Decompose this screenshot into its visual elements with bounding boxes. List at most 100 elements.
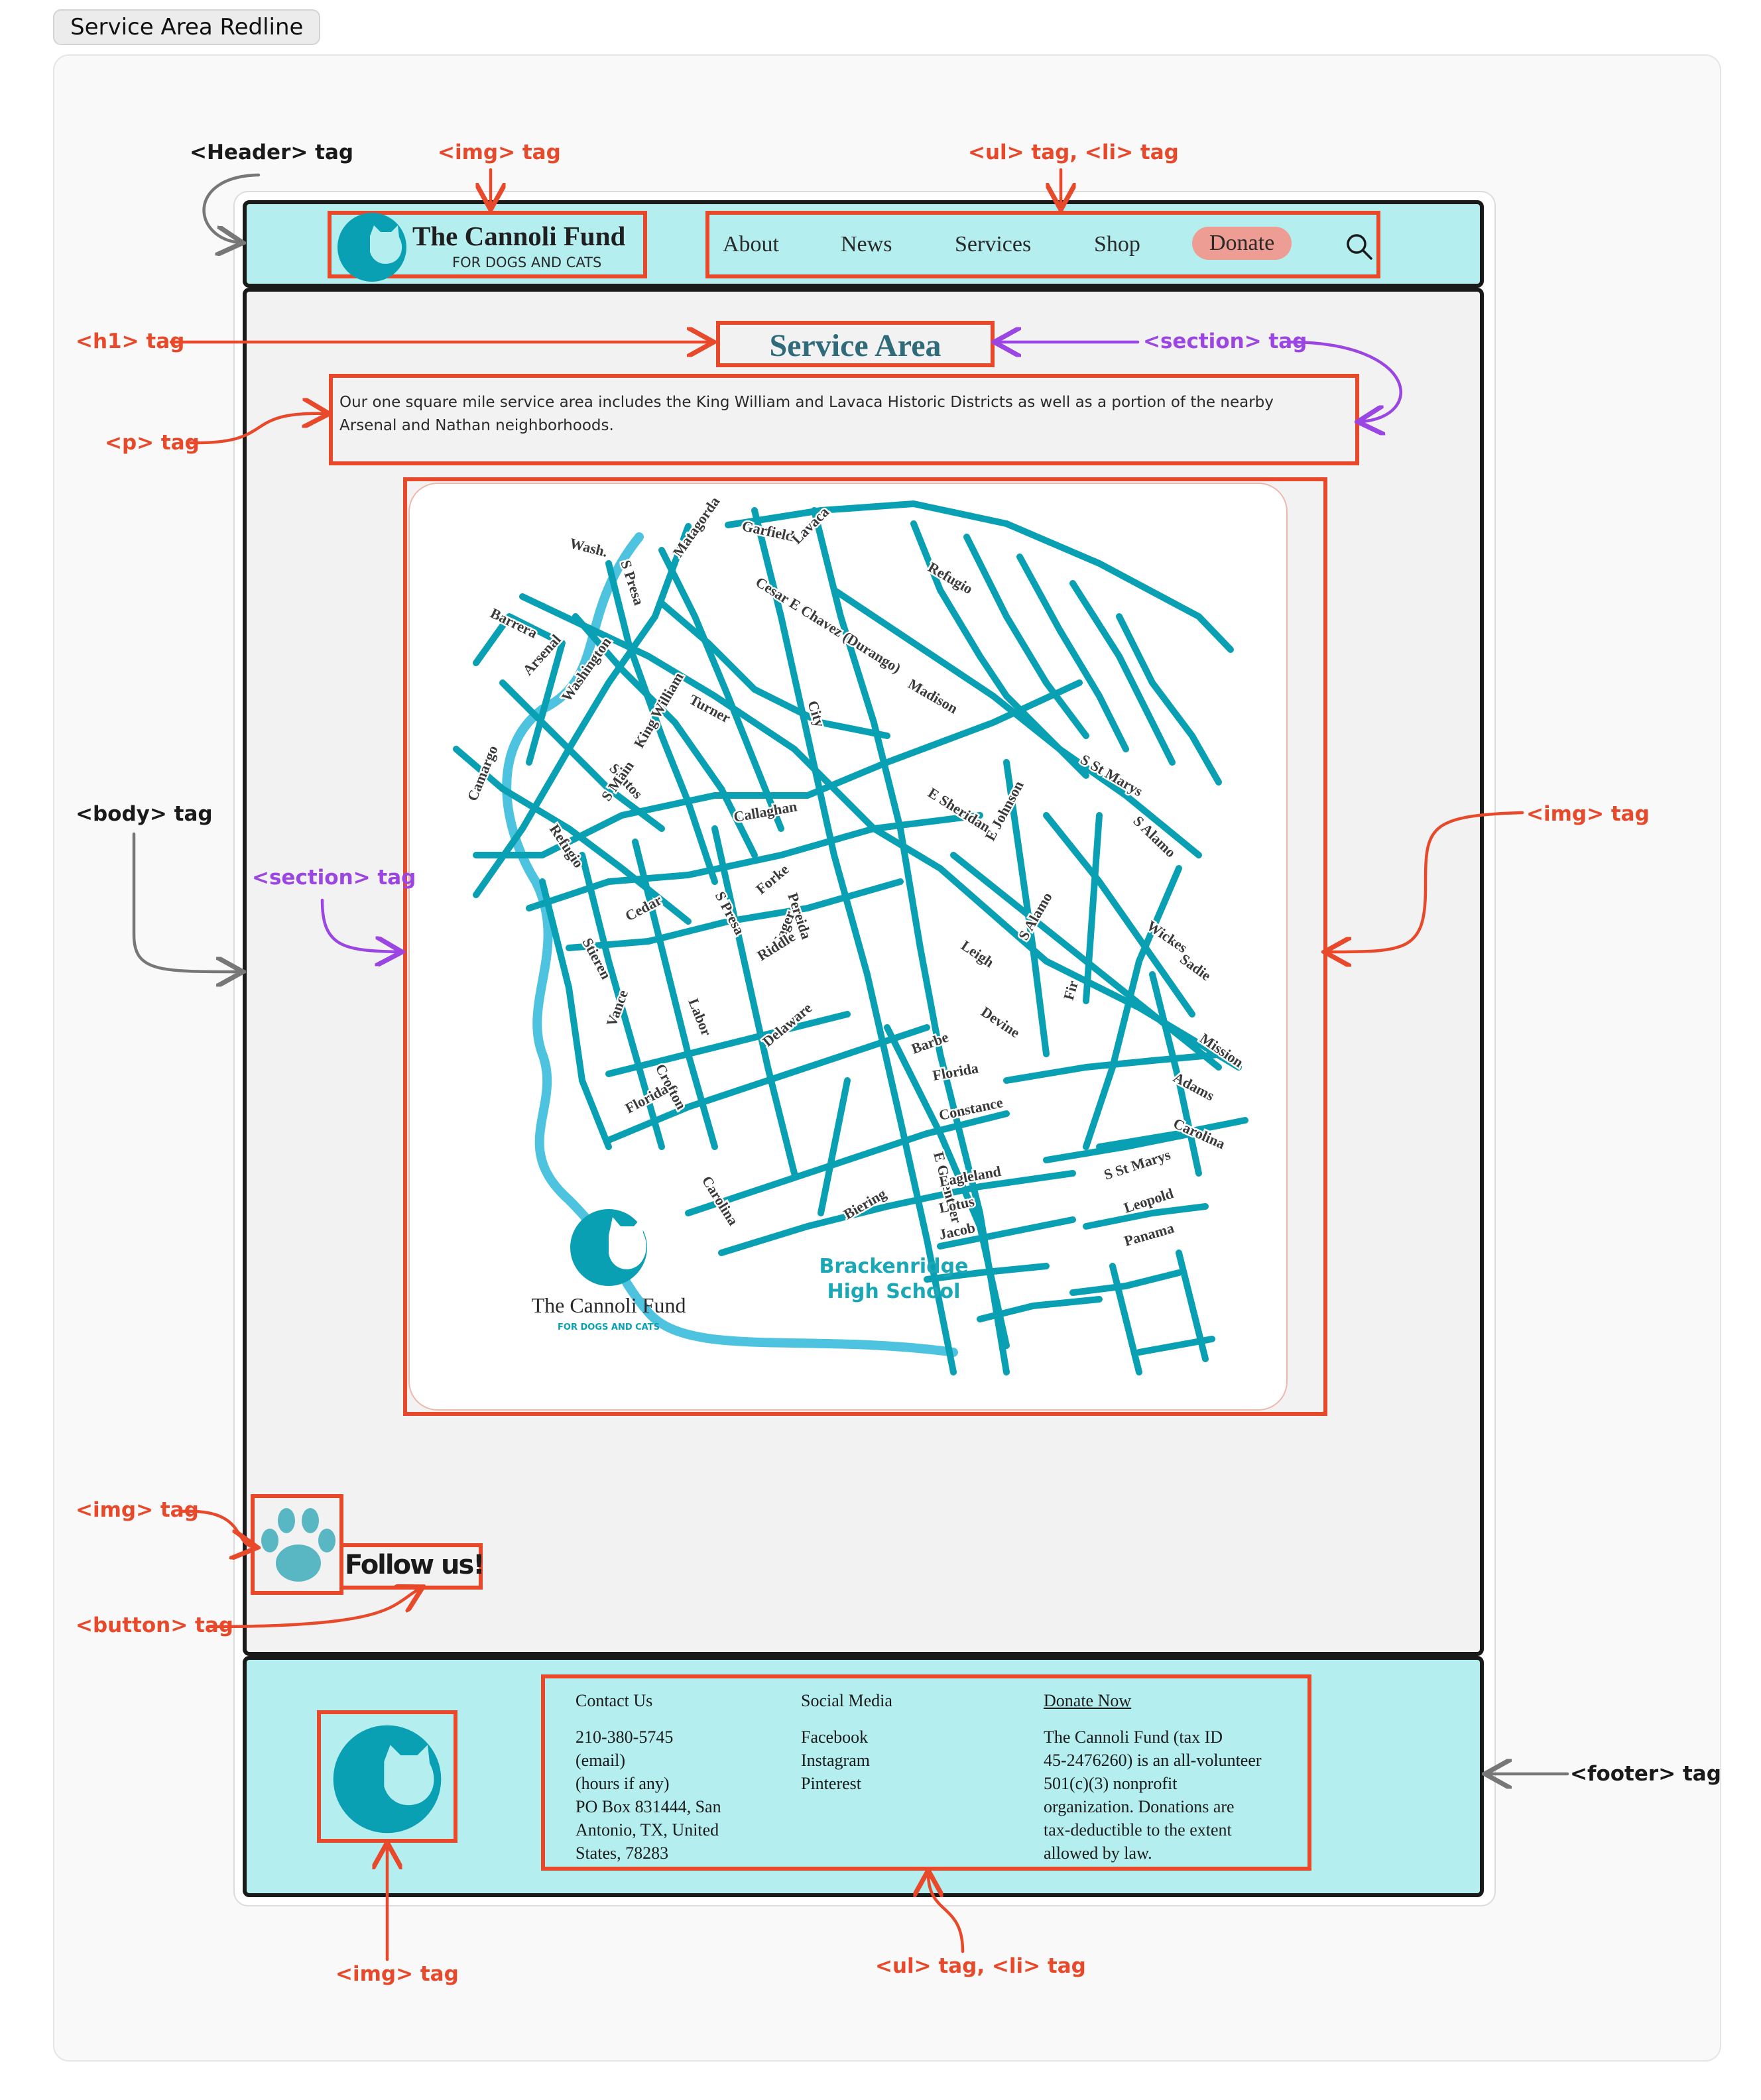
footer-donate-line: 45-2476260) is an all-volunteer [1044, 1751, 1262, 1770]
street-label: Madison [906, 675, 961, 717]
street-line [1136, 1336, 1215, 1356]
street-line [1083, 1203, 1209, 1230]
street-line [1116, 613, 1222, 786]
street-label: Panama [1122, 1220, 1176, 1250]
footer-contact-line: Antonio, TX, United [576, 1820, 719, 1839]
footer-donate-line: The Cannoli Fund (tax ID [1044, 1727, 1223, 1747]
street-line [605, 1011, 851, 1077]
nav-services[interactable]: Services [955, 232, 1032, 257]
map-image-box: Wash. S Presa Matagorda Cesar E Chavez (Dur… [403, 477, 1327, 1416]
street-line [605, 1024, 930, 1143]
footer-contact-line[interactable]: (email) [576, 1751, 626, 1770]
annotation-body-tag: <body> tag [76, 802, 213, 826]
footer-contact-column: Contact Us 210-380-5745 (email) (hours i… [576, 1689, 761, 1865]
street-line [1069, 1269, 1182, 1296]
street-label: Florida [932, 1059, 980, 1084]
street-line [718, 1170, 1076, 1256]
footer-contact-line: States, 78283 [576, 1843, 669, 1863]
follow-button[interactable]: Follow us! [339, 1543, 485, 1590]
footer-social-pinterest[interactable]: Pinterest [801, 1774, 861, 1793]
street-line [937, 1216, 1076, 1250]
street-label: Sadie [1177, 951, 1214, 984]
footer-contact-line: (hours if any) [576, 1774, 670, 1793]
street-line [539, 878, 612, 1150]
service-area-map: Wash. S Presa Matagorda Cesar E Chavez (Dur… [408, 483, 1288, 1411]
header-logo-tagline: FOR DOGS AND CATS [452, 255, 602, 270]
street-line [831, 587, 1202, 858]
street-label: Matagorda [670, 493, 723, 559]
footer-donate-column: Donate Now The Cannoli Fund (tax ID 45-2… [1044, 1689, 1309, 1865]
street-line [977, 1296, 1103, 1322]
annotation-h1-tag: <h1> tag [76, 329, 185, 353]
annotation-header-tag: <Header> tag [190, 141, 354, 164]
street-line [572, 613, 758, 858]
donate-button[interactable]: Donate [1192, 227, 1292, 260]
street-label: E Sheridan [925, 784, 993, 835]
street-label: Labor [685, 996, 715, 1039]
street-line [473, 613, 566, 766]
street-line [1069, 580, 1176, 766]
footer-link-list: Contact Us 210-380-5745 (email) (hours i… [541, 1674, 1311, 1871]
header-logo[interactable]: The Cannoli Fund FOR DOGS AND CATS [328, 211, 647, 282]
nav-news[interactable]: News [841, 232, 892, 257]
nav-about[interactable]: About [723, 232, 779, 257]
main-nav: About News Services Shop Donate [705, 211, 1380, 278]
cannoli-logo-icon [337, 213, 406, 282]
annotation-ul-li-footer: <ul> tag, <li> tag [875, 1954, 1086, 1978]
street-line [963, 534, 1089, 739]
frame-title[interactable]: Service Area Redline [53, 9, 321, 45]
street-label: S Presa [712, 889, 749, 937]
intro-paragraph: Our one square mile service area include… [339, 394, 1274, 434]
street-line [1083, 865, 1182, 1150]
street-label: Forke [753, 860, 792, 897]
street-line [924, 1263, 1050, 1283]
search-icon[interactable] [1345, 232, 1374, 261]
street-line [1003, 759, 1050, 1057]
street-line [685, 1110, 1010, 1216]
paw-image-box[interactable] [251, 1494, 343, 1595]
annotation-section-tag-map: <section> tag [252, 866, 416, 890]
page-title: Service Area [769, 328, 941, 363]
footer-social-heading: Social Media [801, 1691, 892, 1710]
annotation-p-tag: <p> tag [105, 431, 200, 455]
annotation-ul-li-nav: <ul> tag, <li> tag [968, 141, 1179, 164]
street-label: Fir [1060, 978, 1081, 1002]
footer-social-facebook[interactable]: Facebook [801, 1727, 869, 1747]
street-line [1149, 971, 1202, 1177]
page-body: Service Area Our one square mile service… [243, 288, 1484, 1656]
street-line [499, 679, 665, 832]
follow-button-label: Follow us! [345, 1550, 485, 1580]
footer-donate-line: 501(c)(3) nonprofit [1044, 1774, 1178, 1793]
street-label: Carolina [1171, 1115, 1228, 1152]
annotation-section-tag-top: <section> tag [1143, 329, 1307, 353]
street-label: Adams [1171, 1069, 1217, 1104]
street-label: Camargo [463, 743, 501, 803]
footer-contact-line: PO Box 831444, San [576, 1797, 721, 1816]
street-line [1003, 1051, 1229, 1084]
footer-contact-heading: Contact Us [576, 1691, 653, 1710]
footer-donate-link[interactable]: Donate Now [1044, 1691, 1132, 1710]
cannoli-logo-icon [333, 1725, 442, 1834]
page-title-box: Service Area [716, 321, 995, 367]
street-line [884, 1024, 1010, 1349]
footer-social-instagram[interactable]: Instagram [801, 1751, 870, 1770]
annotation-img-tag-footer: <img> tag [335, 1962, 459, 1986]
footer-donate-line: organization. Donations are [1044, 1797, 1235, 1816]
school-label: High School [827, 1280, 961, 1303]
street-line [751, 507, 957, 1375]
annotation-img-tag-map: <img> tag [1526, 802, 1650, 826]
site-footer: Contact Us 210-380-5745 (email) (hours i… [243, 1656, 1484, 1897]
site-header: The Cannoli Fund FOR DOGS AND CATS About… [243, 200, 1484, 288]
street-line [658, 600, 890, 739]
footer-contact-line[interactable]: 210-380-5745 [576, 1727, 674, 1747]
map-logo-tagline: FOR DOGS AND CATS [558, 1322, 660, 1332]
intro-paragraph-box: Our one square mile service area include… [329, 374, 1359, 465]
footer-logo-box[interactable] [317, 1710, 457, 1843]
annotation-button-tag: <button> tag [76, 1613, 233, 1637]
street-label: Cedar [623, 892, 665, 925]
school-label: Brackenridge [820, 1255, 969, 1278]
street-label: Leigh [958, 937, 997, 970]
street-label: Devine [978, 1003, 1023, 1041]
nav-shop[interactable]: Shop [1094, 232, 1140, 257]
